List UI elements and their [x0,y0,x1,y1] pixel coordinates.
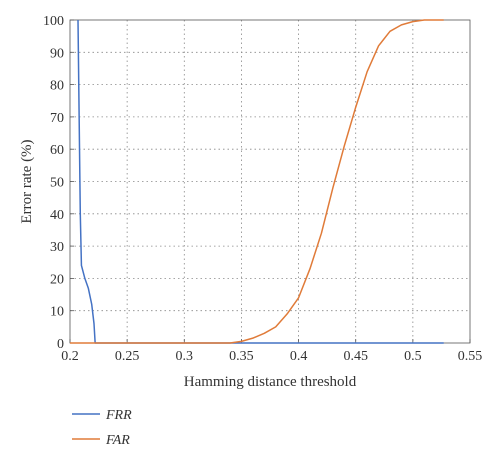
y-tick-label: 90 [50,46,64,61]
legend-label-far: FAR [105,433,130,448]
x-tick-label: 0.45 [343,349,368,364]
y-tick-label: 30 [50,240,64,255]
y-tick-label: 40 [50,208,64,223]
x-tick-label: 0.55 [458,349,483,364]
legend-label-frr: FRR [105,408,132,423]
legend: FRR FAR [72,408,132,448]
y-tick-label: 10 [50,305,64,320]
x-tick-label: 0.2 [61,349,79,364]
grid [70,20,470,343]
series-lines [70,19,444,344]
series-line-far [70,19,444,344]
y-tick-label: 100 [43,14,64,29]
series-line-frr [77,19,444,344]
x-tick-label: 0.3 [176,349,194,364]
y-tick-label: 20 [50,272,64,287]
y-tick-label: 0 [57,337,64,352]
x-axis-label: Hamming distance threshold [184,374,357,390]
axis-ticks: 0.2 0.25 0.3 0.35 0.4 0.45 0.5 0.55 0 10 20 30 40 50 6… [43,14,482,364]
y-tick-label: 50 [50,176,64,191]
y-tick-label: 60 [50,143,64,158]
y-axis-label: Error rate (%) [19,139,35,223]
x-tick-label: 0.35 [229,349,254,364]
y-tick-label: 70 [50,111,64,126]
x-tick-label: 0.25 [115,349,140,364]
x-tick-label: 0.5 [404,349,422,364]
x-tick-label: 0.4 [290,349,308,364]
y-tick-label: 80 [50,79,64,94]
